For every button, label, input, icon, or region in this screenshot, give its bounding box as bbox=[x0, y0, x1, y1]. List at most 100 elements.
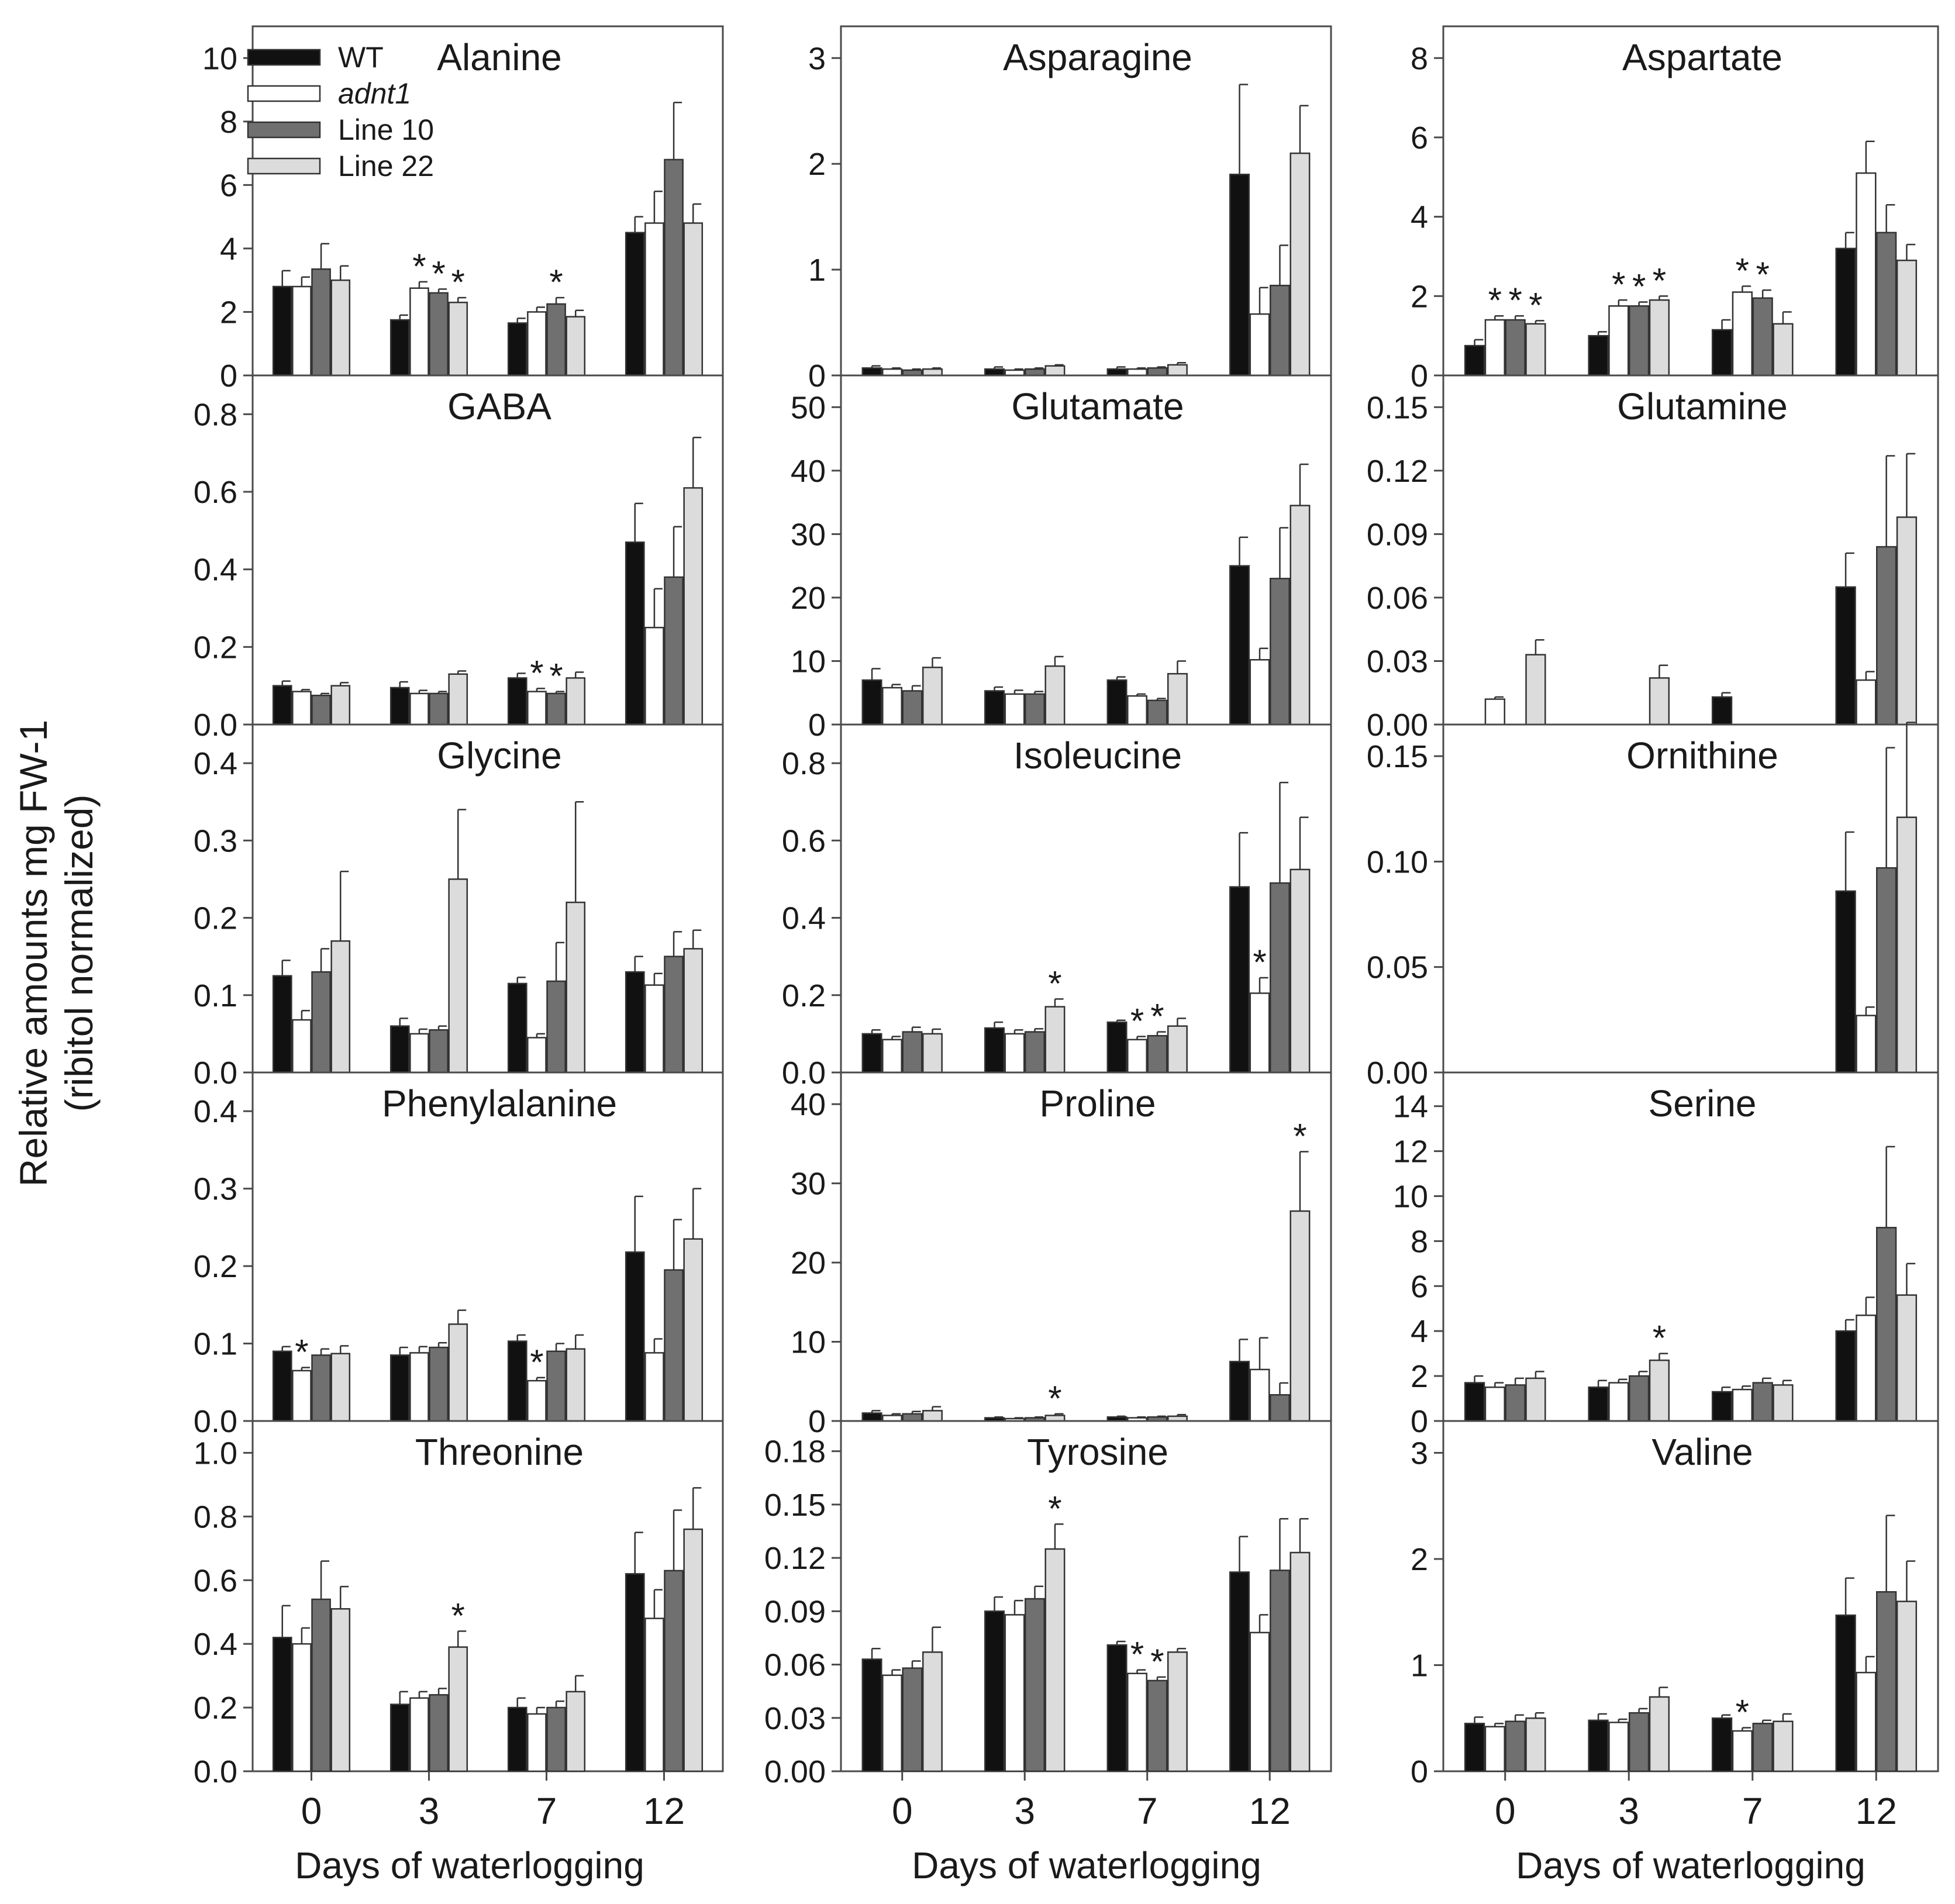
bar-asparagine-line10-day12 bbox=[1270, 284, 1290, 377]
y-tick-label: 14 bbox=[1393, 1089, 1428, 1125]
significance-star: * bbox=[1653, 261, 1666, 300]
bar-phenylalanine-line10-day0 bbox=[311, 1354, 331, 1422]
bar-ornithine-adnt1-day12 bbox=[1856, 1015, 1877, 1074]
bar-threonine-line10-day3 bbox=[429, 1694, 449, 1772]
y-tick-label: 8 bbox=[220, 105, 237, 140]
panel-serine: Serine 0 2 4 6 8 10 12 14 * bbox=[1393, 1071, 1939, 1439]
y-tick-label: 0.6 bbox=[194, 475, 237, 510]
bar-valine-wt-day7 bbox=[1711, 1717, 1733, 1772]
y-tick-label: 0.8 bbox=[194, 1499, 237, 1534]
bar-serine-line22-day3 bbox=[1649, 1359, 1670, 1422]
y-tick-label: 40 bbox=[791, 454, 826, 489]
y-tick-label: 2 bbox=[1411, 1542, 1428, 1577]
bar-threonine-adnt1-day7 bbox=[527, 1713, 547, 1772]
bar-alanine-line10-day7 bbox=[546, 303, 566, 377]
y-tick-label: 10 bbox=[791, 1325, 826, 1360]
y-tick-label: 0 bbox=[1411, 1404, 1428, 1439]
y-tick-label: 3 bbox=[808, 41, 826, 76]
x-tick-label: 3 bbox=[1014, 1790, 1035, 1832]
bar-phenylalanine-line10-day7 bbox=[546, 1350, 566, 1422]
bar-serine-wt-day7 bbox=[1711, 1391, 1733, 1422]
bar-threonine-line10-day7 bbox=[546, 1706, 566, 1772]
bar-asparagine-line22-day7 bbox=[1167, 364, 1188, 377]
bar-glycine-wt-day7 bbox=[507, 982, 527, 1074]
y-axis-label: Relative amounts mg FW-1 (ribitol normal… bbox=[12, 720, 101, 1186]
bar-gaba-line22-day3 bbox=[448, 673, 468, 726]
bar-threonine-line22-day0 bbox=[330, 1608, 351, 1772]
bar-tyrosine-line22-day0 bbox=[922, 1651, 943, 1772]
significance-star: * bbox=[1653, 1319, 1666, 1358]
bar-gaba-line10-day7 bbox=[546, 692, 566, 726]
y-tick-label: 0.3 bbox=[194, 1172, 237, 1207]
panel-title-isoleucine: Isoleucine bbox=[1013, 734, 1182, 777]
legend-swatch-line10 bbox=[247, 121, 321, 139]
significance-star: * bbox=[1612, 265, 1625, 304]
significance-star: * bbox=[1508, 281, 1522, 320]
y-tick-label: 0 bbox=[808, 1404, 826, 1439]
y-tick-label: 0.15 bbox=[764, 1488, 826, 1523]
y-tick-label: 0.4 bbox=[194, 746, 237, 781]
bar-glutamate-adnt1-day3 bbox=[1004, 693, 1025, 726]
panel-glutamine: Glutamine 0.00 0.03 0.06 0.09 0.12 0.15 bbox=[1367, 374, 1939, 743]
bar-phenylalanine-wt-day3 bbox=[389, 1354, 410, 1422]
y-tick-label: 1.0 bbox=[194, 1436, 237, 1471]
y-tick-label: 0.00 bbox=[1367, 708, 1428, 743]
x-tick-label: 12 bbox=[1249, 1790, 1291, 1832]
bar-glycine-line10-day0 bbox=[311, 971, 331, 1074]
bar-phenylalanine-adnt1-day0 bbox=[292, 1370, 312, 1422]
bar-isoleucine-line22-day0 bbox=[922, 1033, 943, 1074]
y-tick-label: 0.00 bbox=[1367, 1056, 1428, 1091]
bar-glycine-line22-day12 bbox=[683, 948, 704, 1074]
bar-glycine-line10-day7 bbox=[546, 980, 566, 1074]
bar-glutamate-adnt1-day12 bbox=[1249, 659, 1270, 726]
y-tick-label: 0.8 bbox=[194, 397, 237, 432]
y-tick-label: 0.0 bbox=[194, 1404, 237, 1439]
y-tick-label: 0.4 bbox=[194, 1094, 237, 1129]
bar-tyrosine-wt-day7 bbox=[1106, 1644, 1128, 1772]
bar-gaba-line10-day12 bbox=[664, 576, 684, 726]
bar-alanine-line10-day3 bbox=[429, 292, 449, 377]
significance-star: * bbox=[549, 263, 563, 302]
bar-isoleucine-adnt1-day3 bbox=[1004, 1033, 1025, 1074]
y-tick-label: 0.0 bbox=[782, 1056, 826, 1091]
panel-title-glutamine: Glutamine bbox=[1617, 385, 1788, 427]
bar-aspartate-line22-day0 bbox=[1525, 323, 1546, 377]
bar-tyrosine-line10-day0 bbox=[902, 1667, 923, 1772]
bar-ornithine-line10-day12 bbox=[1876, 867, 1897, 1074]
bar-isoleucine-wt-day3 bbox=[984, 1027, 1005, 1074]
y-tick-label: 0.10 bbox=[1367, 844, 1428, 879]
significance-star: * bbox=[1632, 267, 1646, 306]
bar-valine-line10-day0 bbox=[1505, 1720, 1526, 1772]
panel-phenylalanine: Phenylalanine 0.0 0.1 0.2 0.3 0.4 * * bbox=[194, 1071, 724, 1439]
bar-glycine-line22-day0 bbox=[330, 940, 351, 1074]
bar-isoleucine-line10-day3 bbox=[1025, 1031, 1045, 1074]
x-tick-label: 12 bbox=[1856, 1790, 1897, 1832]
y-tick-label: 0 bbox=[1411, 1754, 1428, 1789]
bar-valine-line22-day12 bbox=[1896, 1601, 1918, 1772]
legend-swatch-wt bbox=[247, 49, 321, 66]
bar-asparagine-wt-day0 bbox=[861, 367, 882, 377]
bar-glutamate-adnt1-day7 bbox=[1127, 695, 1147, 726]
y-tick-label: 0.2 bbox=[194, 1249, 237, 1284]
y-tick-label: 0.15 bbox=[1367, 390, 1428, 425]
panel-asparagine: Asparagine 0 1 2 3 bbox=[808, 25, 1332, 394]
bar-valine-adnt1-day12 bbox=[1856, 1671, 1877, 1772]
panel-title-threonine: Threonine bbox=[415, 1431, 584, 1473]
bar-serine-line22-day12 bbox=[1896, 1294, 1918, 1422]
bar-glycine-line22-day3 bbox=[448, 878, 468, 1074]
panel-title-alanine: Alanine bbox=[437, 36, 562, 78]
y-tick-label: 0.03 bbox=[764, 1701, 826, 1736]
y-tick-label: 0.0 bbox=[194, 708, 237, 743]
bar-glutamine-line10-day12 bbox=[1876, 546, 1897, 726]
y-tick-label: 6 bbox=[1411, 120, 1428, 156]
bar-threonine-wt-day12 bbox=[625, 1573, 645, 1772]
bar-glutamate-line10-day3 bbox=[1025, 693, 1045, 726]
x-axis-label-col2: Days of waterlogging bbox=[912, 1844, 1261, 1886]
bar-tyrosine-adnt1-day12 bbox=[1249, 1631, 1270, 1772]
bar-isoleucine-line10-day12 bbox=[1270, 882, 1290, 1074]
bar-glutamate-wt-day0 bbox=[861, 679, 882, 726]
bar-aspartate-wt-day0 bbox=[1464, 344, 1485, 377]
bar-glycine-line10-day12 bbox=[664, 956, 684, 1074]
bar-glutamine-wt-day12 bbox=[1835, 586, 1856, 726]
